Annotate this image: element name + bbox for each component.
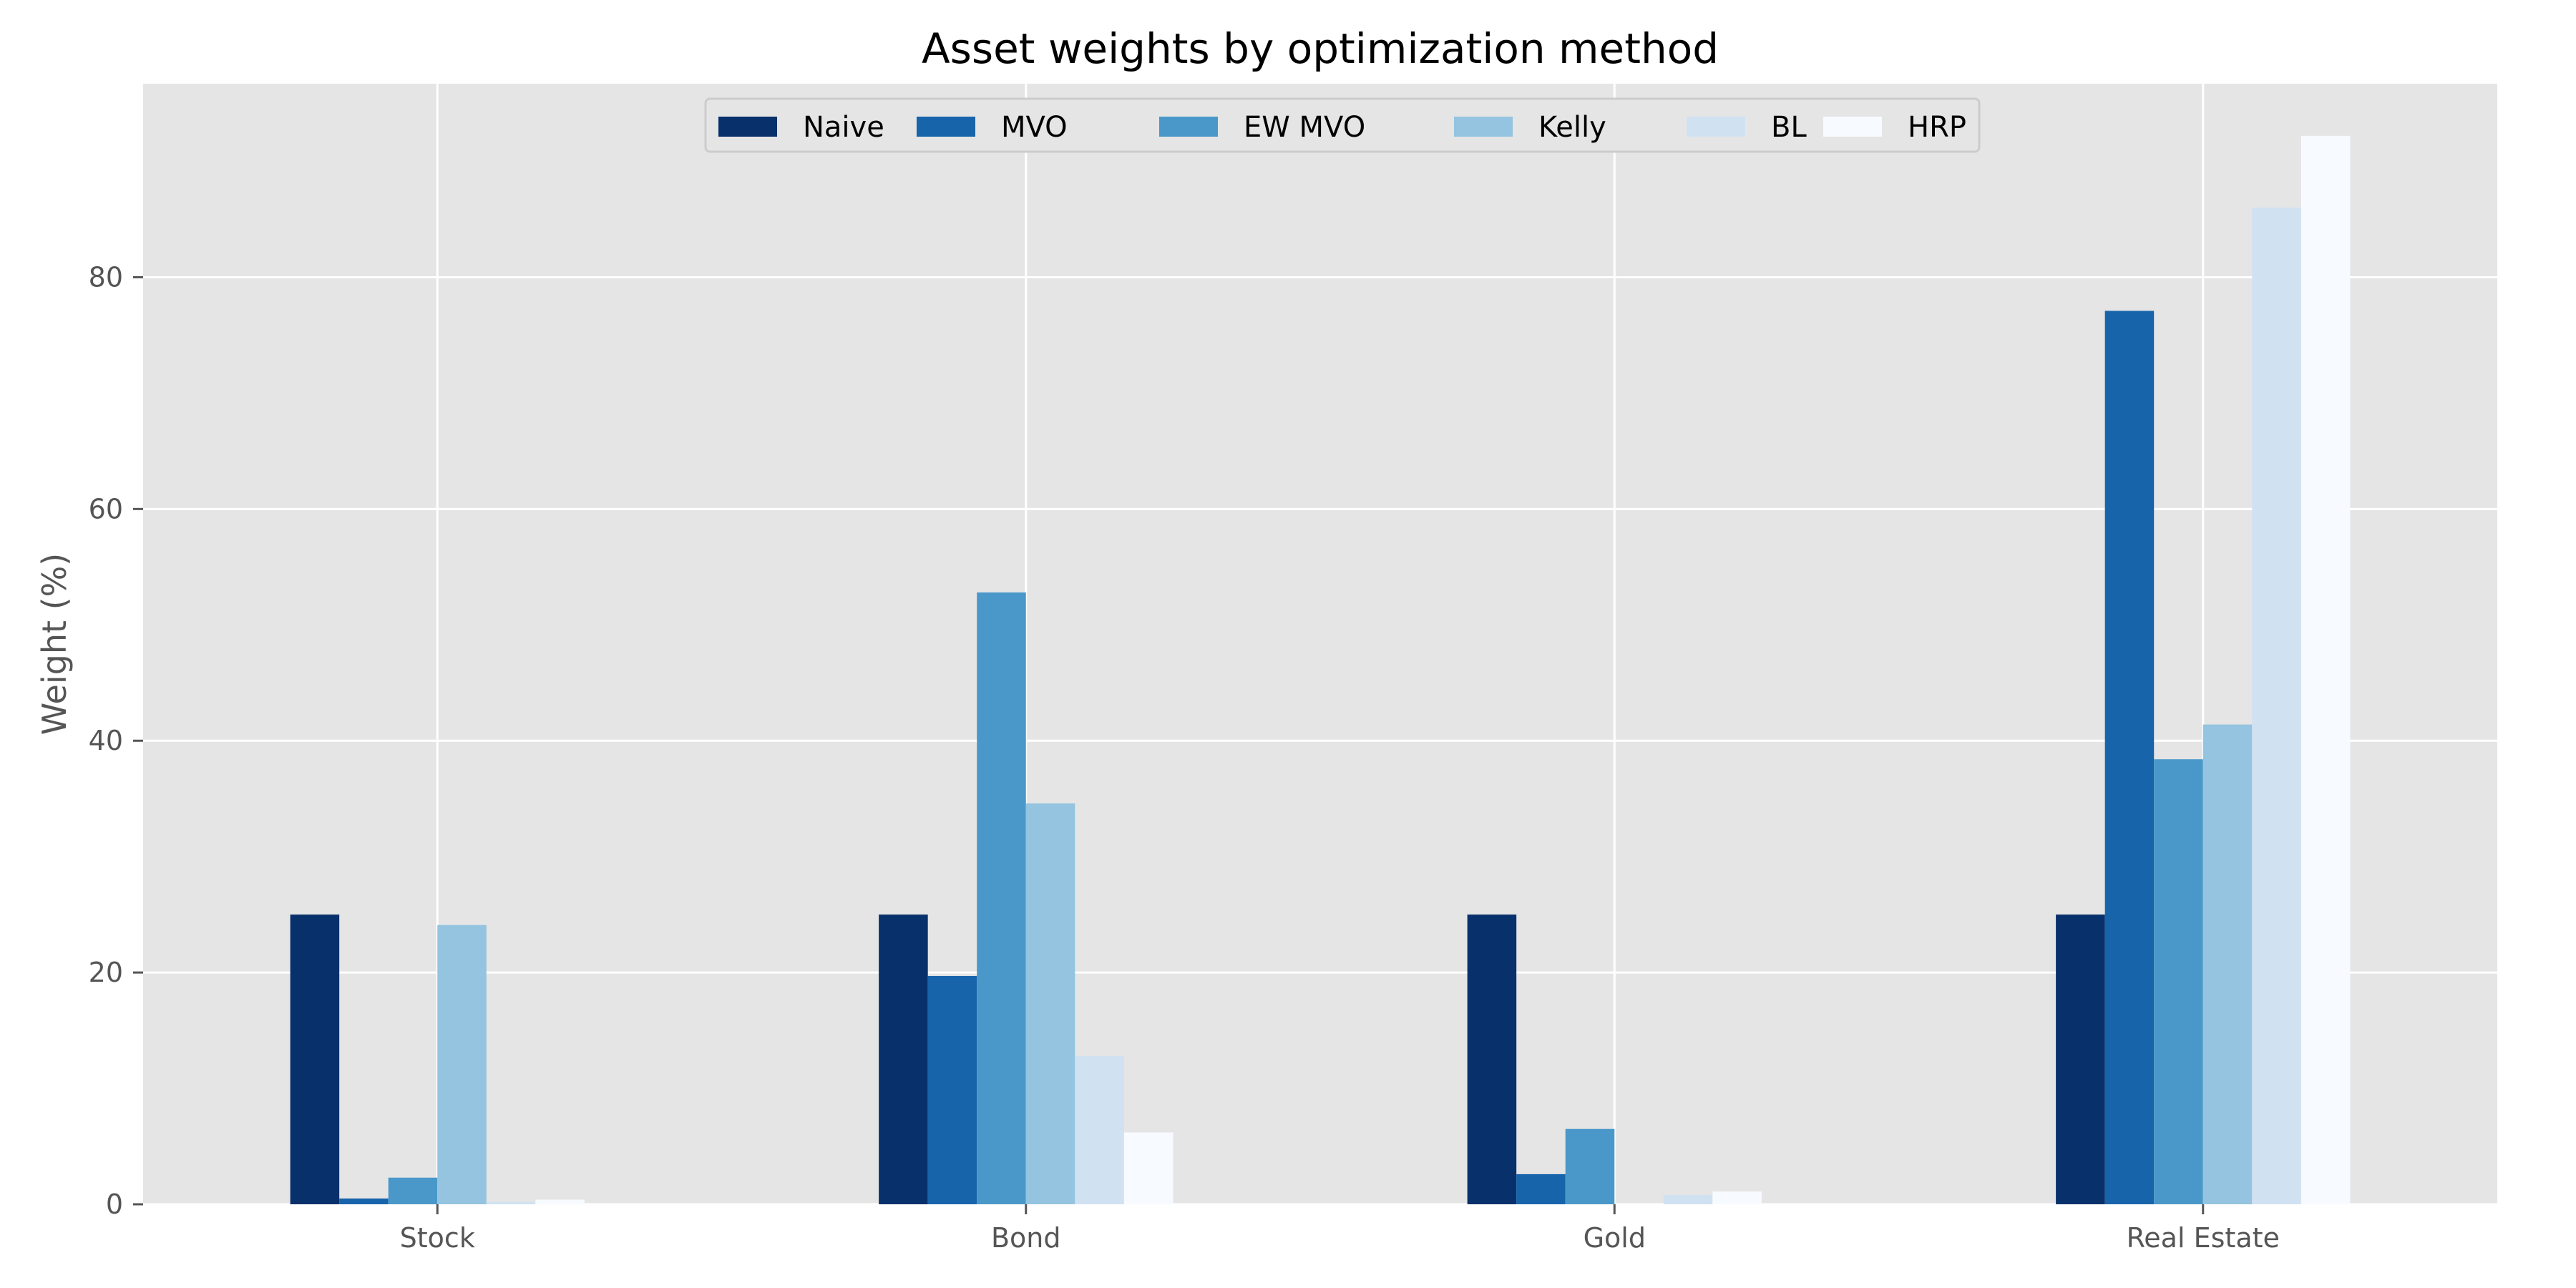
bar-bl-stock (486, 1201, 536, 1204)
bar-naive-bond (879, 914, 928, 1204)
bar-kelly-stock (437, 924, 487, 1204)
bar-naive-real-estate (2056, 914, 2105, 1204)
bar-naive-gold (1467, 914, 1517, 1204)
bar-ew-mvo-real-estate (2154, 759, 2203, 1204)
legend-label: BL (1771, 111, 1807, 144)
y-tick-label: 60 (89, 493, 123, 525)
bar-ew-mvo-gold (1565, 1128, 1615, 1204)
y-axis-label: Weight (%) (35, 553, 74, 735)
bar-ew-mvo-bond (977, 592, 1026, 1204)
bar-kelly-bond (1025, 803, 1075, 1204)
legend-swatch (1159, 117, 1218, 137)
legend-label: HRP (1908, 111, 1966, 144)
bar-ew-mvo-stock (388, 1177, 438, 1204)
bar-mvo-stock (339, 1198, 389, 1204)
bar-mvo-bond (927, 975, 977, 1204)
bar-mvo-real-estate (2104, 311, 2155, 1205)
bar-bl-real-estate (2252, 208, 2301, 1204)
bars (290, 135, 2351, 1205)
bar-bl-bond (1075, 1055, 1124, 1204)
legend-box (704, 97, 1981, 153)
x-tick-label: Stock (400, 1222, 475, 1254)
bar-hrp-real-estate (2301, 135, 2351, 1204)
bar-hrp-bond (1123, 1132, 1174, 1204)
y-tick-label: 80 (89, 261, 123, 293)
legend-swatch (718, 117, 777, 137)
chart-title: Asset weights by optimization method (922, 24, 1719, 73)
legend-label: Naive (803, 111, 884, 144)
axes: 0 20 40 60 80 Stock Bond Gold Real Estate (89, 261, 2280, 1254)
x-tick-label: Gold (1584, 1222, 1646, 1254)
bar-bl-gold (1663, 1195, 1713, 1204)
x-tick-label: Bond (991, 1222, 1061, 1254)
legend-label: EW MVO (1244, 111, 1365, 144)
legend-swatch (1454, 117, 1513, 137)
legend-label: Kelly (1538, 111, 1606, 144)
bar-mvo-gold (1516, 1174, 1566, 1204)
legend-swatch (1823, 117, 1882, 137)
bar-naive-stock (290, 914, 340, 1204)
legend-swatch (1687, 117, 1745, 137)
bar-hrp-gold (1712, 1191, 1762, 1204)
x-tick-label: Real Estate (2127, 1222, 2280, 1254)
legend-label: MVO (1001, 111, 1068, 144)
bar-kelly-real-estate (2202, 724, 2253, 1204)
y-tick-label: 40 (89, 725, 123, 756)
legend: Naive MVO EW MVO Kelly BL HRP (704, 97, 1981, 153)
bar-hrp-stock (535, 1199, 585, 1204)
y-tick-label: 0 (106, 1189, 123, 1220)
y-tick-label: 20 (89, 957, 123, 988)
legend-swatch (917, 117, 975, 137)
